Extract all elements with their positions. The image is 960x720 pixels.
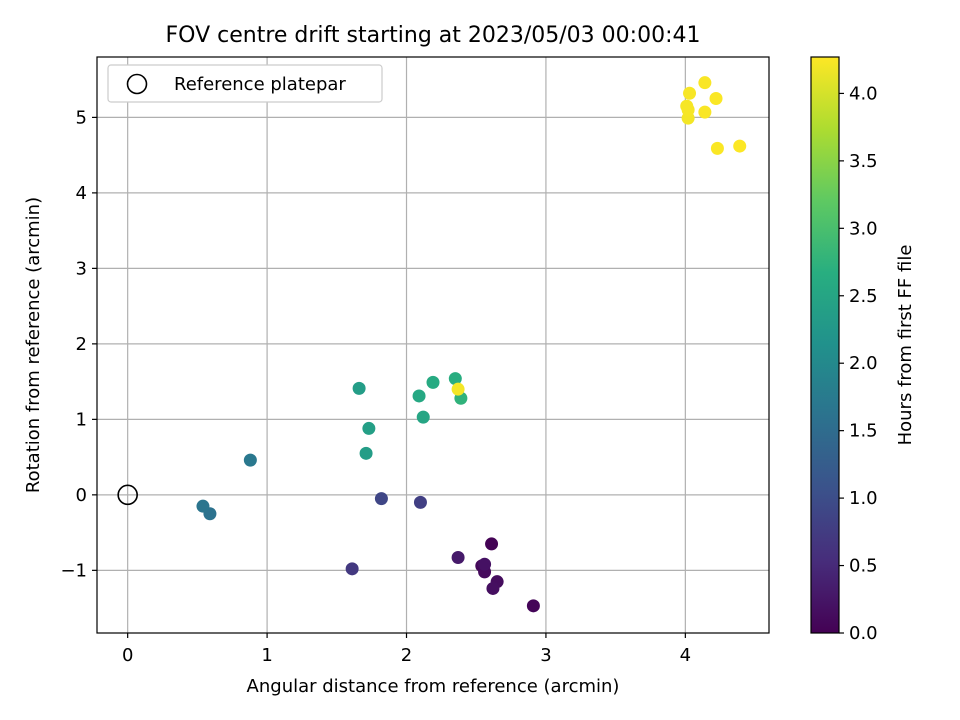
x-axis-ticks: 0 1 2 3 4 [122,633,691,666]
plot-background [97,57,769,633]
data-point [412,389,426,403]
colorbar-ticks: 0.0 0.5 1.0 1.5 2.0 2.5 3.0 3.5 4.0 [839,83,878,644]
data-point [416,410,430,424]
colorbar-tick-label: 3.5 [849,151,878,172]
data-point [683,86,697,100]
data-point [345,562,359,576]
data-point [526,599,540,613]
data-point [709,92,723,106]
data-point [733,139,747,153]
colorbar-tick-label: 2.0 [849,353,878,374]
colorbar-gradient [810,56,840,634]
colorbar-tick-label: 1.0 [849,488,878,509]
x-tick-label: 1 [261,645,272,666]
data-point [451,551,465,565]
data-point [374,492,388,506]
y-tick-label: 3 [76,258,87,279]
data-point [681,103,695,117]
x-tick-label: 3 [540,645,551,666]
legend: Reference platepar [107,64,383,103]
y-axis-label: Rotation from reference (arcmin) [23,197,44,493]
x-tick-label: 2 [401,645,412,666]
y-tick-label: 1 [76,409,87,430]
y-tick-label: 2 [76,334,87,355]
legend-label: Reference platepar [174,74,346,95]
y-tick-label: 4 [76,183,87,204]
y-tick-label: 0 [76,485,87,506]
data-point [710,141,724,155]
colorbar-tick-label: 3.0 [849,218,878,239]
x-axis-label: Angular distance from reference (arcmin) [247,676,620,697]
y-tick-label: 5 [76,107,87,128]
legend-reference-marker [126,73,148,95]
colorbar-tick-label: 0.5 [849,556,878,577]
data-point [486,581,500,595]
data-point [196,499,210,513]
colorbar-tick-label: 4.0 [849,83,878,104]
y-tick-label: −1 [60,560,87,581]
colorbar-label: Hours from first FF file [895,245,916,446]
grid [97,57,769,633]
colorbar-tick-label: 1.5 [849,421,878,442]
chart-title: FOV centre drift starting at 2023/05/03 … [166,23,701,48]
data-point [362,421,376,435]
data-point [698,76,712,90]
data-point [448,372,462,386]
x-tick-label: 0 [122,645,133,666]
data-point [426,375,440,389]
data-point [478,557,492,571]
colorbar: 0.0 0.5 1.0 1.5 2.0 2.5 3.0 3.5 4.0 Hours from f… [810,56,916,644]
data-point [485,537,499,551]
data-point [359,446,373,460]
y-axis-ticks: −1 0 1 2 3 4 5 [60,107,97,581]
legend-box [107,64,383,103]
data-point [352,381,366,395]
plot-area: 0 1 2 3 4 −1 0 1 2 3 4 5 [60,56,770,666]
data-points [196,76,747,613]
data-point [698,105,712,119]
reference-platepar-marker [117,484,138,506]
data-point [243,453,257,467]
plot-frame [96,56,770,634]
colorbar-tick-label: 0.0 [849,623,878,644]
data-point [413,495,427,509]
x-tick-label: 4 [680,645,691,666]
colorbar-tick-label: 2.5 [849,286,878,307]
data-point [451,382,465,396]
